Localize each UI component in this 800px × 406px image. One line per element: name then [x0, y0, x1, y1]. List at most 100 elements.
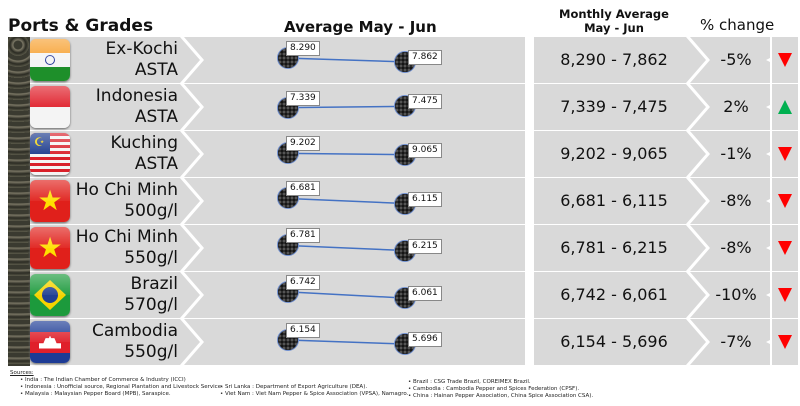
source-item: • Indonesia : Unofficial source, Regiona… — [20, 384, 223, 390]
port-grade: ASTA — [134, 154, 178, 174]
flag-cambodia-icon — [30, 321, 70, 363]
port-grade: 500g/l — [124, 201, 178, 221]
trend-line — [287, 244, 406, 252]
may-value-label: 8.290 — [286, 41, 320, 57]
source-item: • Sri Lanka : Department of Export Agric… — [220, 384, 368, 390]
sources: Sources: — [10, 370, 34, 377]
monthly-range: 9,202 - 9,065 — [560, 144, 668, 163]
jun-value-label: 6.215 — [408, 238, 442, 254]
pct-change: -8% — [720, 191, 752, 210]
trend-line — [287, 339, 406, 345]
monthly-range: 6,681 - 6,115 — [560, 191, 668, 210]
flag-malaysia-icon: ☪ — [30, 133, 70, 175]
source-item: • Cambodia : Cambodia Pepper and Spices … — [408, 386, 580, 392]
port-name: Cambodia — [92, 321, 178, 341]
notch — [766, 243, 776, 253]
pct-change-header: % change — [700, 16, 775, 34]
port-grade: 570g/l — [124, 295, 178, 315]
jun-value-label: 6.061 — [408, 286, 442, 302]
port-label: Kuching ASTA — [38, 133, 179, 175]
port-row: Cambodia 550g/l 6.154 5.696 6,154 - 5,69… — [30, 319, 800, 365]
notch — [766, 102, 776, 112]
ports-grades-header: Ports & Grades — [8, 16, 154, 36]
monthly-header-line2: May - Jun — [584, 21, 644, 35]
port-label: Cambodia 550g/l — [38, 321, 178, 363]
flag-vietnam-icon: ★ — [30, 180, 70, 222]
monthly-range: 7,339 - 7,475 — [560, 97, 668, 116]
monthly-range: 8,290 - 7,862 — [560, 50, 668, 69]
pct-change: -1% — [720, 144, 752, 163]
pct-change: -8% — [720, 238, 752, 257]
may-value-label: 6.742 — [286, 274, 320, 290]
source-item: • China : Hainan Pepper Association, Chi… — [408, 393, 594, 399]
source-item: • India : The Indian Chamber of Commerce… — [20, 377, 186, 383]
jun-value-label: 5.696 — [408, 332, 442, 348]
peppercorn-image-strip — [8, 37, 30, 366]
port-row: Ex-Kochi ASTA 8.290 7.862 8,290 - 7,862 … — [30, 37, 800, 83]
port-label: Ho Chi Minh 500g/l — [38, 180, 178, 222]
port-row: ☪ Kuching ASTA 9.202 9.065 9,202 - 9,065… — [30, 131, 800, 177]
average-header: Average May - Jun — [284, 18, 437, 36]
port-grade: 550g/l — [124, 342, 178, 362]
port-grade: 550g/l — [124, 248, 178, 268]
port-name: Ho Chi Minh — [75, 180, 178, 200]
sources-col1: • India : The Indian Chamber of Commerce… — [12, 377, 223, 398]
trend-line — [287, 57, 406, 63]
monthly-average-panel — [534, 319, 770, 365]
port-label: Ex-Kochi ASTA — [38, 39, 178, 81]
jun-value-label: 7.475 — [408, 94, 442, 110]
monthly-range: 6,781 - 6,215 — [560, 238, 668, 257]
port-label: Indonesia ASTA — [38, 86, 178, 128]
flag-indonesia-icon — [30, 86, 70, 128]
may-value-label: 6.154 — [286, 322, 320, 338]
pct-change: -10% — [715, 285, 757, 304]
monthly-average-panel — [534, 37, 770, 83]
monthly-average-panel — [534, 178, 770, 224]
port-name: Indonesia — [95, 86, 178, 106]
may-value-label: 6.781 — [286, 228, 320, 244]
port-label: Ho Chi Minh 550g/l — [38, 227, 178, 269]
pct-change: -7% — [720, 332, 752, 351]
pct-change: -5% — [720, 50, 752, 69]
port-name: Ex-Kochi — [105, 39, 178, 59]
notch — [766, 196, 776, 206]
jun-value-label: 6.115 — [408, 191, 442, 207]
sources-col3: • Brazil : CSG Trade Brazil, COREIMEX Br… — [400, 379, 593, 400]
flag-india-icon — [30, 39, 70, 81]
monthly-average-panel — [534, 225, 770, 271]
may-value-label: 9.202 — [286, 136, 320, 152]
monthly-range: 6,154 - 5,696 — [560, 332, 668, 351]
notch — [766, 290, 776, 300]
notch — [766, 337, 776, 347]
source-item: • Malaysia : Malaysian Pepper Board (MPB… — [20, 391, 171, 397]
port-grade: ASTA — [134, 107, 178, 127]
monthly-average-panel — [534, 131, 770, 177]
monthly-range: 6,742 - 6,061 — [560, 285, 668, 304]
port-label: Brazil 570g/l — [38, 274, 178, 316]
monthly-header-line1: Monthly Average — [559, 7, 669, 21]
jun-value-label: 9.065 — [408, 142, 442, 158]
port-name: Brazil — [130, 274, 178, 294]
sources-title: Sources: — [10, 370, 34, 376]
pct-change: 2% — [723, 97, 749, 116]
trend-line — [287, 105, 406, 109]
may-value-label: 7.339 — [286, 90, 320, 106]
port-row: ★ Ho Chi Minh 550g/l 6.781 6.215 6,781 -… — [30, 225, 800, 271]
port-row: Indonesia ASTA 7.339 7.475 7,339 - 7,475… — [30, 84, 800, 130]
sources-col2: • Sri Lanka : Department of Export Agric… — [212, 384, 408, 398]
notch — [766, 149, 776, 159]
port-row: Brazil 570g/l 6.742 6.061 6,742 - 6,061 … — [30, 272, 800, 318]
notch — [766, 55, 776, 65]
monthly-average-header: Monthly Average May - Jun — [534, 7, 694, 35]
source-item: • Brazil : CSG Trade Brazil, COREIMEX Br… — [408, 379, 531, 385]
port-name: Kuching — [110, 133, 179, 153]
monthly-average-panel — [534, 272, 770, 318]
trend-line — [287, 197, 406, 205]
monthly-average-panel — [534, 84, 770, 130]
jun-value-label: 7.862 — [408, 49, 442, 65]
port-name: Ho Chi Minh — [75, 227, 178, 247]
may-value-label: 6.681 — [286, 181, 320, 197]
port-row: ★ Ho Chi Minh 500g/l 6.681 6.115 6,681 -… — [30, 178, 800, 224]
flag-vietnam-icon: ★ — [30, 227, 70, 269]
trend-line — [287, 152, 406, 156]
